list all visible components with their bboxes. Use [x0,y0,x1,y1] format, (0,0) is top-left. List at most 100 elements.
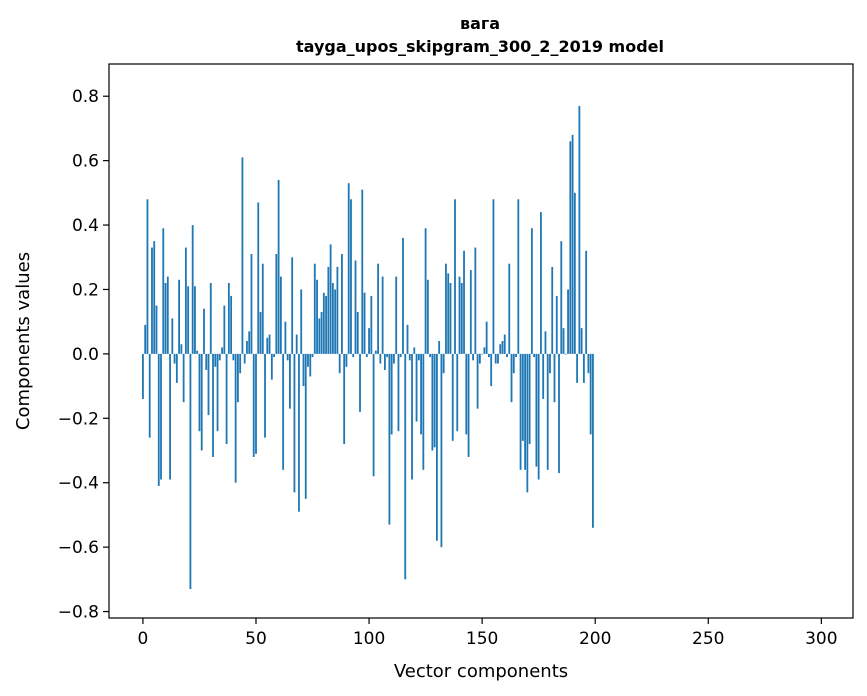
bar [485,321,488,354]
bar [406,324,409,354]
bar [336,266,339,354]
bar [549,353,551,374]
bar [318,318,321,354]
bar [187,286,190,354]
bar [198,353,201,432]
bar [469,270,472,354]
bar [184,247,187,354]
bar [440,353,443,548]
bar [560,241,563,354]
bar [270,353,273,380]
bar [411,353,413,480]
chart-title: вага [460,14,500,33]
y-tick-label: −0.8 [58,603,99,623]
bar [540,212,542,354]
bar [363,292,366,354]
bar [221,347,223,354]
bar [424,228,427,354]
bar [232,353,235,361]
bar [571,134,574,354]
bar [243,353,246,364]
bar [370,295,373,354]
bar [530,228,533,354]
bar [225,353,228,445]
bar [352,353,355,358]
bar [474,247,477,354]
bar [402,237,404,354]
bar [492,199,495,354]
bar [227,283,230,354]
axis-ticks: 0 50 100 150 200 250 300 −0.8 −0.6 −0.4 −0.2 0.0 0.2… [58,87,838,649]
bar [218,353,221,361]
bar [490,353,493,387]
bar [377,263,380,354]
x-tick-label: 0 [138,629,149,649]
bar [395,276,398,354]
bar [182,353,185,403]
bar [569,141,572,354]
bar [404,353,407,580]
bar [379,353,382,364]
bar [289,353,291,409]
bar [429,353,432,358]
bar [544,331,547,354]
bar [325,295,327,354]
y-tick-label: −0.2 [58,409,99,429]
bar [564,353,567,355]
bar [338,353,341,374]
bar [142,353,144,399]
bar [343,353,346,445]
bar [189,353,192,590]
bar [356,312,359,354]
bar [248,331,251,354]
bar [372,353,375,477]
bar [261,263,264,354]
bar [515,353,517,358]
bar [533,353,536,358]
y-tick-label: 0.4 [72,216,99,236]
bar [264,353,266,438]
bar [329,244,332,354]
bar [582,353,585,383]
bar [155,305,158,354]
bar [237,353,239,403]
bar [445,263,447,354]
bar [481,353,484,355]
bar [374,350,377,354]
bar [304,353,307,499]
bar [146,199,149,354]
bar [503,334,506,354]
bar [151,247,153,354]
bar [368,328,370,354]
bar [454,199,456,354]
bar [585,250,588,354]
x-tick-label: 50 [245,629,267,649]
bar [157,353,160,486]
bar [463,250,465,354]
bar [517,199,520,354]
bar [578,105,581,354]
bar [173,353,176,364]
bar [573,192,576,354]
bar [230,295,233,354]
bar [205,353,208,370]
bar [252,353,255,457]
bar [209,283,212,354]
bar [408,353,411,361]
bar [506,353,508,358]
bar [273,353,275,358]
y-tick-label: 0.0 [72,345,99,365]
bar [381,276,384,354]
bar [164,283,167,354]
bar [277,179,280,354]
bar [510,353,513,403]
bar [451,353,454,441]
bar [359,353,361,412]
bar [214,353,217,367]
bar [347,183,350,354]
bar [537,353,540,480]
bar [528,353,531,445]
bar [257,202,260,354]
bar [298,353,300,512]
bar [365,353,368,358]
